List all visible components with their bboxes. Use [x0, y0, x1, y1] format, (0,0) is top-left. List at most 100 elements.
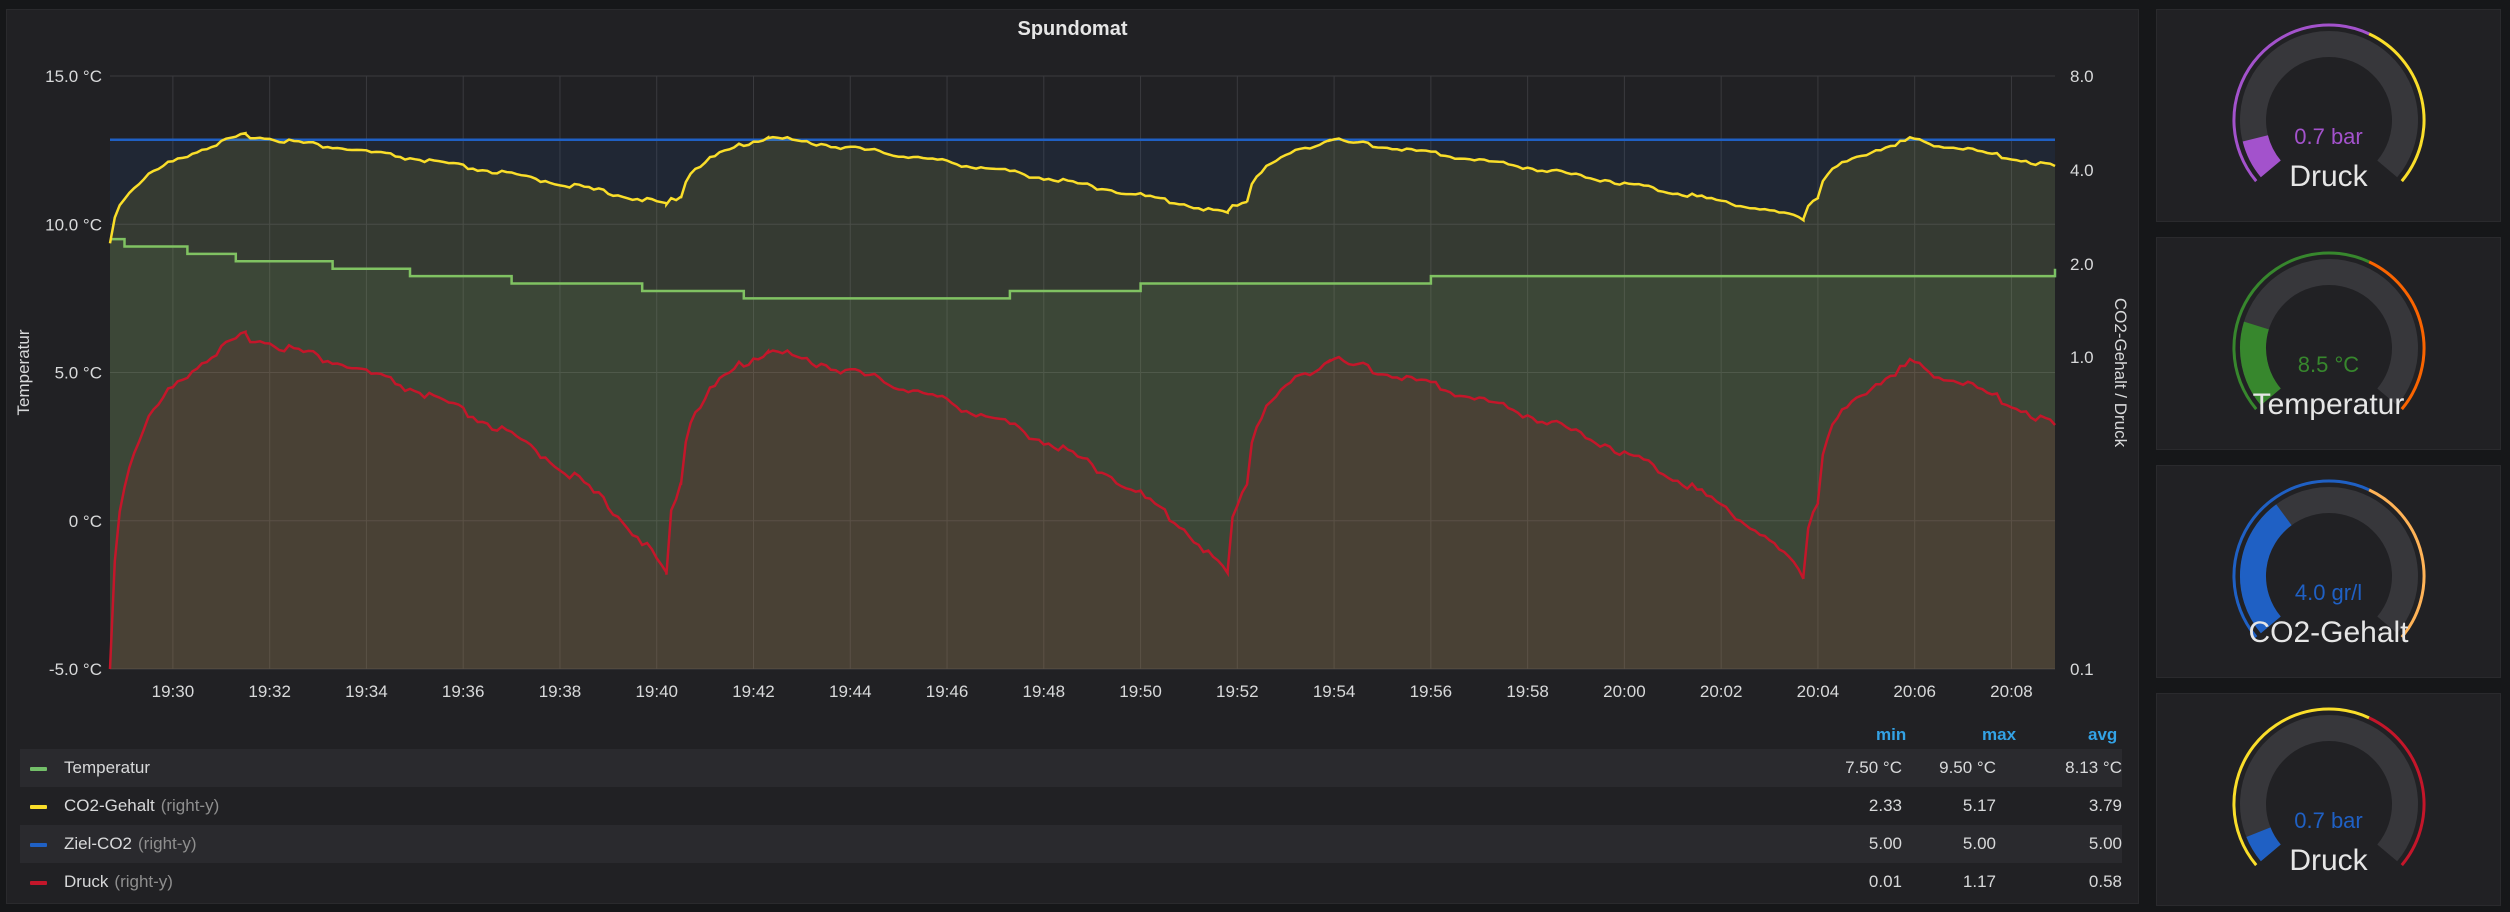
legend-max: 5.17 — [1962, 796, 1996, 815]
x-tick-label: 20:02 — [1700, 682, 1743, 701]
gauge-value: 0.7 bar — [2294, 124, 2363, 149]
gauge-threshold-ring — [2368, 488, 2426, 639]
x-tick-label: 19:46 — [926, 682, 969, 701]
gauge-fill — [2242, 134, 2282, 178]
panel-title[interactable]: Spundomat — [1017, 18, 1128, 40]
gauge-panel-temperatur: 8.5 °C Temperatur — [2156, 237, 2501, 450]
gauge-track — [2240, 259, 2418, 406]
gauge-fill — [2240, 504, 2292, 634]
x-tick-label: 20:04 — [1797, 682, 1840, 701]
gauge-dial — [2232, 479, 2426, 639]
series-temperatur-line — [110, 237, 2057, 300]
legend-swatch[interactable] — [30, 767, 47, 771]
x-tick-label: 19:34 — [345, 682, 388, 701]
y-tick-label: 10.0 °C — [45, 215, 102, 234]
legend-row[interactable]: Ziel-CO2 (right-y) 5.00 5.00 5.00 — [20, 825, 2122, 863]
x-tick-label: 19:30 — [152, 682, 195, 701]
legend-max: 1.17 — [1962, 872, 1996, 891]
legend-series-name[interactable]: CO2-Gehalt (right-y) — [64, 796, 220, 815]
legend-header: min max avg — [20, 715, 2122, 749]
x-tick-label: 19:52 — [1216, 682, 1259, 701]
legend-axis-tag: (right-y) — [114, 872, 173, 891]
x-tick-label: 19:56 — [1410, 682, 1453, 701]
legend-avg: 5.00 — [2088, 834, 2122, 853]
x-tick-label: 19:40 — [635, 682, 678, 701]
series-temperatur-area — [110, 239, 2055, 669]
legend-avg: 3.79 — [2088, 796, 2122, 815]
legend-table: min max avg Temperatur 7.50 °C 9.50 °C 8.13… — [20, 715, 2122, 901]
gauge-panel-druck-2: 0.7 bar Druck — [2156, 693, 2501, 906]
legend-header-min[interactable]: min — [1876, 725, 1907, 744]
legend-series-name[interactable]: Temperatur — [64, 758, 150, 777]
legend-row[interactable]: Temperatur 7.50 °C 9.50 °C 8.13 °C — [20, 749, 2122, 787]
x-tick-label: 20:00 — [1603, 682, 1646, 701]
gauge-label: Temperatur — [2252, 388, 2405, 421]
gauge-fill — [2240, 321, 2282, 406]
x-tick-label: 19:32 — [248, 682, 291, 701]
y-tick-label: 5.0 °C — [55, 364, 102, 383]
gauge-threshold-ring — [2232, 707, 2370, 867]
gauge-value: 8.5 °C — [2297, 352, 2360, 377]
series-co2-gehalt-area — [110, 133, 2055, 670]
gauge-label: CO2-Gehalt — [2248, 616, 2409, 649]
legend-swatch[interactable] — [30, 843, 47, 847]
gauge-threshold-ring — [2368, 32, 2426, 183]
gauge-label: Druck — [2289, 844, 2368, 877]
x-tick-label: 19:50 — [1119, 682, 1162, 701]
x-tick-label: 19:58 — [1506, 682, 1549, 701]
gauge-dial — [2232, 251, 2426, 411]
legend-max: 9.50 °C — [1939, 758, 1996, 777]
legend-axis-tag: (right-y) — [160, 796, 220, 815]
legend-min: 5.00 — [1868, 834, 1902, 853]
gauge-dial — [2232, 23, 2426, 183]
legend-row[interactable]: CO2-Gehalt (right-y) 2.33 5.17 3.79 — [20, 787, 2122, 825]
legend-header-avg[interactable]: avg — [2088, 725, 2118, 744]
legend-series-name[interactable]: Ziel-CO2 (right-y) — [64, 834, 197, 853]
gauge-value: 4.0 gr/l — [2294, 580, 2363, 605]
x-tick-label: 19:36 — [442, 682, 485, 701]
y2-tick-label: 4.0 — [2070, 161, 2094, 180]
legend-swatch[interactable] — [30, 805, 47, 809]
series-co2-gehalt-line — [108, 131, 2056, 244]
y2-axis-title: CO2-Gehalt / Druck — [2111, 298, 2130, 448]
x-tick-label: 19:44 — [829, 682, 872, 701]
gauge-threshold-ring — [2368, 716, 2426, 867]
legend-max: 5.00 — [1962, 834, 1996, 853]
graph-panel: Spundomat 15.0 °C 10.0 °C 5.0 °C 0 °C -5.0 °… — [6, 9, 2139, 904]
gauge-threshold-ring — [2232, 23, 2370, 183]
legend-min: 2.33 — [1868, 796, 1902, 815]
series-druck-line — [108, 329, 2056, 670]
gauge-fill — [2246, 826, 2282, 862]
legend-series-name[interactable]: Druck (right-y) — [64, 872, 173, 891]
gauge-track — [2240, 31, 2418, 178]
gauge-threshold-ring — [2232, 251, 2370, 411]
y-tick-label: -5.0 °C — [49, 660, 102, 679]
y-tick-label: 15.0 °C — [45, 67, 102, 86]
gauge-panel-co2: 4.0 gr/l CO2-Gehalt — [2156, 465, 2501, 678]
series-ziel-co2-area — [110, 139, 2055, 669]
gauge-dial — [2232, 707, 2426, 867]
y2-tick-label: 1.0 — [2070, 348, 2094, 367]
x-tick-label: 20:06 — [1893, 682, 1936, 701]
legend-swatch[interactable] — [30, 881, 47, 885]
legend-row[interactable]: Druck (right-y) 0.01 1.17 0.58 — [20, 863, 2122, 901]
series-druck-area — [110, 331, 2055, 669]
x-tick-label: 19:38 — [539, 682, 582, 701]
y2-tick-label: 2.0 — [2070, 255, 2094, 274]
legend-header-max[interactable]: max — [1982, 725, 2017, 744]
y-tick-label: 0 °C — [69, 512, 102, 531]
x-tick-label: 20:08 — [1990, 682, 2033, 701]
legend-axis-tag: (right-y) — [138, 834, 197, 853]
x-tick-label: 19:48 — [1023, 682, 1066, 701]
y-axis-title: Temperatur — [14, 329, 33, 415]
legend-min: 7.50 °C — [1845, 758, 1902, 777]
gauge-label: Druck — [2289, 160, 2368, 193]
x-tick-label: 19:42 — [732, 682, 775, 701]
line-chart: 15.0 °C 10.0 °C 5.0 °C 0 °C -5.0 °C 8.0 4.0 2.0… — [14, 67, 2130, 701]
legend-avg: 8.13 °C — [2065, 758, 2122, 777]
legend-min: 0.01 — [1868, 872, 1902, 891]
gauge-threshold-ring — [2232, 479, 2370, 639]
gauge-track — [2240, 715, 2418, 862]
gauge-panel-druck-1: 0.7 bar Druck — [2156, 9, 2501, 222]
y2-tick-label: 0.1 — [2070, 660, 2094, 679]
